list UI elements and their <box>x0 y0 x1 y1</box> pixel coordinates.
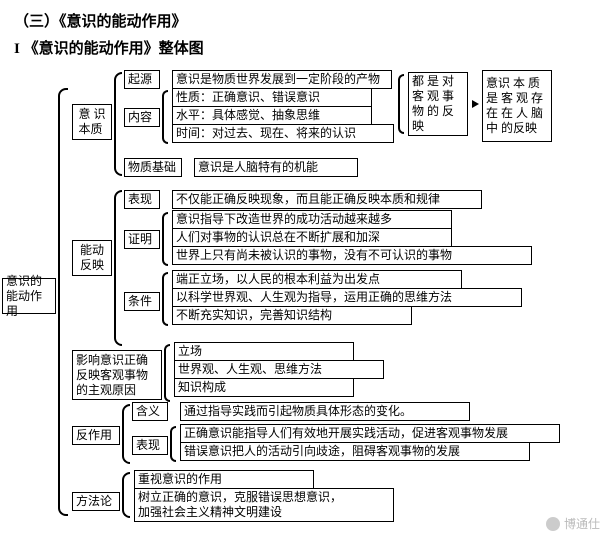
proof-3: 世界上只有尚未被认识的事物，没有不可认识的事物 <box>172 246 532 265</box>
proof-label: 证明 <box>128 232 152 247</box>
method-label: 方法论 <box>76 494 112 509</box>
perform-text: 不仅能正确反映现象，而且能正确反映本质和规律 <box>172 190 482 209</box>
cond-3: 不断充实知识，完善知识结构 <box>172 306 412 325</box>
rea-perform-bracket <box>170 426 176 462</box>
basis-text: 意识是人脑特有的机能 <box>194 158 358 177</box>
meaning-text: 通过指导实践而引起物质具体形态的变化。 <box>180 402 470 421</box>
reaction-bracket <box>122 404 130 464</box>
inf-3: 知识构成 <box>174 378 354 397</box>
proof-bracket <box>162 212 168 266</box>
perform-label: 表现 <box>128 192 152 207</box>
essence-label: 意 识 本质 <box>78 107 105 137</box>
influence-bracket <box>164 344 170 402</box>
basis-label: 物质基础 <box>128 160 176 175</box>
cond-label: 条件 <box>128 294 152 309</box>
rea-perform-label: 表现 <box>136 438 160 453</box>
perform-node: 表现 <box>124 190 160 209</box>
inf-1: 立场 <box>174 342 354 361</box>
inf-2: 世界观、人生观、思维方法 <box>174 360 384 379</box>
content-3: 时间：对过去、现在、将来的认识 <box>172 124 394 143</box>
active-bracket <box>114 190 122 346</box>
watermark-text: 博通仕 <box>564 515 600 532</box>
method-bracket <box>122 472 130 518</box>
influence-label: 影响意识正确反映客观事物的主观原因 <box>76 353 158 398</box>
met-1: 重视意识的作用 <box>134 470 314 489</box>
proof-node: 证明 <box>124 230 160 249</box>
met-2: 树立正确的意识，克服错误思想意识， 加强社会主义精神文明建设 <box>134 488 394 522</box>
method-node: 方法论 <box>72 492 120 511</box>
content-1: 性质：正确意识、错误意识 <box>172 88 372 107</box>
cond-node: 条件 <box>124 292 160 311</box>
content-label: 内容 <box>128 110 152 125</box>
section-title: （三）《意识的能动作用》 <box>14 10 610 31</box>
reaction-label: 反作用 <box>76 428 112 443</box>
meaning-label: 含义 <box>136 404 160 419</box>
root-label: 意识的能动作用 <box>6 274 52 319</box>
essence-sum1: 都 是 对客 观 事物 的 反映 <box>408 72 468 136</box>
essence-sum2: 意识 本 质是 客 观 存在 在 人 脑中 的反映 <box>482 70 552 142</box>
watermark: 博通仕 <box>546 515 600 532</box>
rea-perform-node: 表现 <box>132 436 168 455</box>
sum1-bracket <box>398 74 404 134</box>
influence-node: 影响意识正确反映客观事物的主观原因 <box>72 350 162 400</box>
origin-label: 起源 <box>128 72 152 87</box>
root-bracket <box>58 88 68 516</box>
essence-node: 意 识 本质 <box>72 104 112 140</box>
cond-bracket <box>162 272 168 326</box>
basis-node: 物质基础 <box>124 158 182 177</box>
content-node: 内容 <box>124 108 160 127</box>
reaction-node: 反作用 <box>72 426 120 445</box>
arrow-sum1 <box>472 100 479 108</box>
essence-bracket <box>114 72 122 176</box>
proof-2: 人们对事物的认识总在不断扩展和加深 <box>172 228 452 247</box>
meaning-node: 含义 <box>132 402 168 421</box>
active-node: 能动 反映 <box>72 240 112 276</box>
watermark-icon <box>546 517 560 531</box>
cond-1: 端正立场，以人民的根本利益为出发点 <box>172 270 462 289</box>
rea-1: 正确意识能指导人们有效地开展实践活动，促进客观事物发展 <box>180 424 560 443</box>
proof-1: 意识指导下改造世界的成功活动越来越多 <box>172 210 452 229</box>
concept-map: 意识的能动作用 意 识 本质 起源 意识是物质世界发展到一定阶段的产物 内容 性… <box>0 68 610 538</box>
content-2: 水平：具体感觉、抽象思维 <box>172 106 372 125</box>
origin-node: 起源 <box>124 70 160 89</box>
cond-2: 以科学世界观、人生观为指导，运用正确的思维方法 <box>172 288 522 307</box>
root-node: 意识的能动作用 <box>2 278 56 314</box>
rea-2: 错误意识把人的活动引向歧途，阻碍客观事物的发展 <box>180 442 530 461</box>
active-label: 能动 反映 <box>80 243 104 273</box>
origin-text: 意识是物质世界发展到一定阶段的产物 <box>172 70 392 89</box>
content-bracket <box>162 90 168 144</box>
main-title: I 《意识的能动作用》整体图 <box>14 37 610 58</box>
